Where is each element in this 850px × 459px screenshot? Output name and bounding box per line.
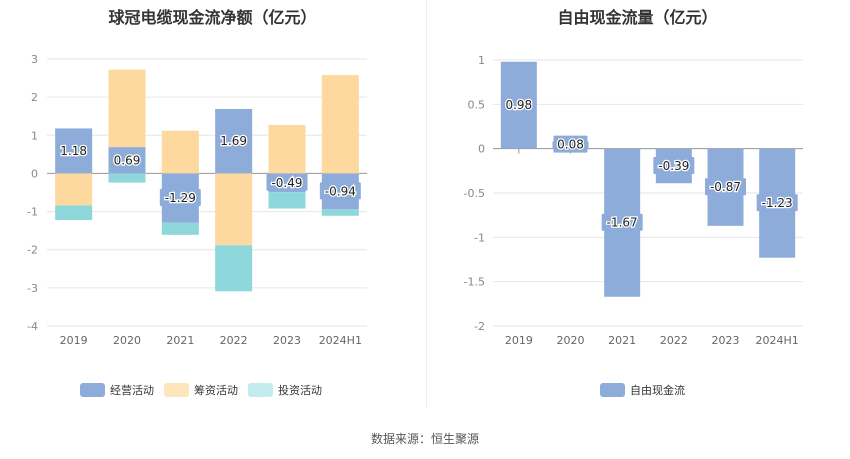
left-x-tick-label: 2020 [113,334,141,347]
legend-swatch-financing [164,383,189,397]
left-bar-financing [161,130,199,174]
left-data-label-bg [266,173,308,191]
right-x-tick-label: 2022 [660,334,688,347]
right-y-tick-label: -1.5 [464,276,485,289]
left-data-label-bg [56,141,91,159]
left-y-tick-label: -3 [27,282,38,295]
left-data-label-bg [216,132,251,150]
left-bar-financing [215,173,253,246]
legend-item-free-cash-flow[interactable]: 自由现金流 [600,382,685,398]
left-data-label-bg [319,182,361,200]
left-x-tick-label: 2021 [166,334,194,347]
left-bar-financing [321,75,359,174]
left-bar-investing [321,209,359,216]
left-y-tick-label: 2 [31,91,38,104]
chart-divider [426,0,427,408]
left-chart-title: 球冠电缆现金流净额（亿元） [108,8,317,27]
left-x-tick-label: 2023 [273,334,301,347]
right-y-tick-label: 0 [478,143,485,156]
left-bar-investing [268,192,306,209]
right-x-tick-label: 2023 [712,334,740,347]
right-x-tick-label: 2021 [608,334,636,347]
right-data-label: -0.87 [710,180,741,194]
right-data-label-bg [653,156,695,174]
legend-label-free-cash-flow: 自由现金流 [630,384,685,397]
right-data-label-bg [756,194,798,212]
right-x-tick-label: 2024H1 [756,334,799,347]
left-y-tick-label: 0 [31,167,38,180]
right-data-label: 0.08 [557,138,584,152]
left-data-label: 1.18 [60,144,87,158]
left-y-tick-label: -4 [27,320,38,333]
legend-label-investing: 投资活动 [278,384,322,397]
legend-swatch-operating [80,383,105,397]
data-source: 数据来源：恒生聚源 [370,432,479,446]
left-bar-financing [108,69,146,148]
left-data-label-bg [110,151,144,169]
right-x-tick-label: 2019 [505,334,533,347]
right-y-tick-label: -2 [474,320,485,333]
left-data-label-bg [159,189,201,207]
left-bar-investing [55,205,93,220]
left-data-label: 0.69 [114,153,141,167]
legend-swatch-free-cash-flow [600,383,625,397]
right-x-tick-label: 2020 [557,334,585,347]
right-chart-title: 自由现金流量（亿元） [557,8,718,27]
right-data-label: 0.98 [505,98,532,112]
right-y-tick-label: 0.5 [468,98,486,111]
legend-item-financing[interactable]: 筹资活动 [164,382,238,398]
right-legend: 自由现金流 [600,382,695,398]
left-bar-investing [215,245,253,292]
left-x-tick-label: 2024H1 [319,334,362,347]
right-y-tick-label: -1 [474,231,485,244]
left-x-tick-label: 2022 [220,334,248,347]
left-y-tick-label: 1 [31,129,38,142]
right-data-label-bg [553,135,588,153]
right-data-label: -1.67 [607,216,638,230]
left-bar-financing [55,173,93,206]
left-legend: 经营活动 筹资活动 投资活动 [80,382,332,398]
left-y-tick-label: 3 [31,53,38,66]
left-y-tick-label: -2 [27,244,38,257]
left-bar-financing [268,124,306,174]
left-data-label: -0.94 [325,184,356,198]
left-data-label: -1.29 [165,191,196,205]
left-data-label: 1.69 [220,134,247,148]
legend-item-investing[interactable]: 投资活动 [248,382,322,398]
right-data-label: -0.39 [658,159,689,173]
right-data-label: -1.23 [762,196,793,210]
right-data-label-bg [601,213,643,231]
legend-label-financing: 筹资活动 [194,384,238,397]
chart-canvas: 3 2 1 0 -1 -2 -3 -4 2019 2020 2021 2022 2023 2024H1 1.… [27,53,803,347]
right-y-tick-label: -0.5 [464,187,485,200]
legend-label-operating: 经营活动 [110,384,154,397]
legend-swatch-investing [248,383,273,397]
left-x-tick-label: 2019 [60,334,88,347]
right-data-label-bg [705,178,746,196]
right-data-label-bg [501,96,536,114]
left-y-tick-label: -1 [27,206,38,219]
left-bar-investing [161,222,199,235]
left-data-label: -0.49 [271,176,302,190]
right-y-tick-label: 1 [478,54,485,67]
legend-item-operating[interactable]: 经营活动 [80,382,154,398]
left-bar-investing [108,173,146,183]
